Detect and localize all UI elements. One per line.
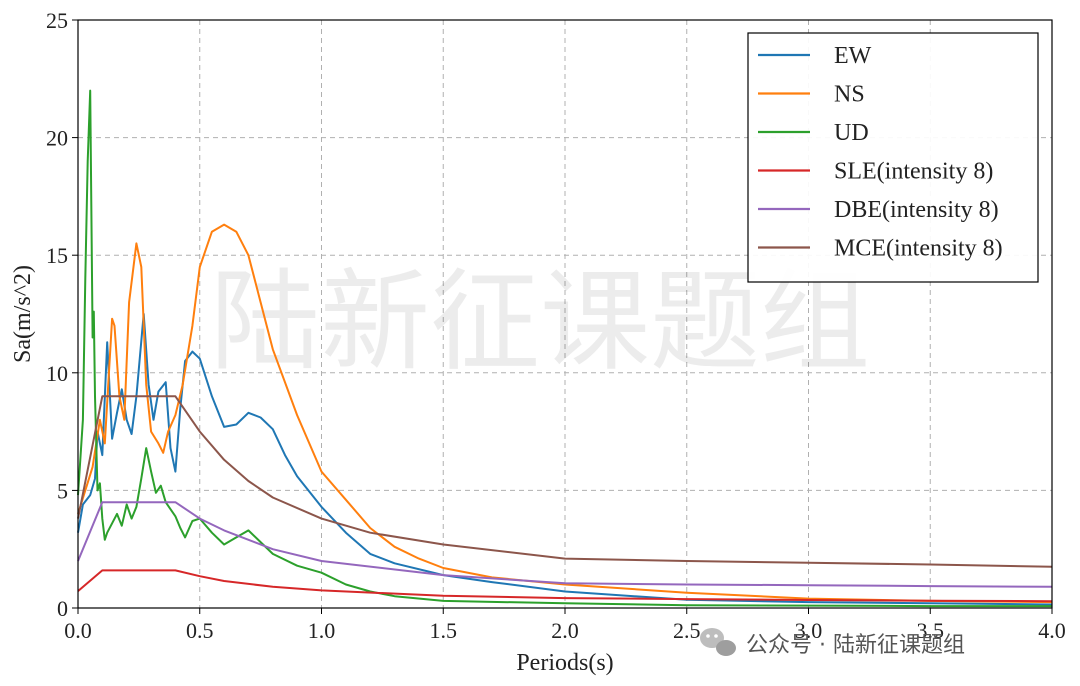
- series-lines: [77, 89, 1053, 608]
- y-axis: 0 5 10 15 20 25: [46, 8, 78, 621]
- series-line: [77, 395, 1053, 568]
- x-tick-label: 0.0: [64, 618, 92, 643]
- x-tick-label: 3.0: [795, 618, 823, 643]
- x-tick-label: 2.5: [673, 618, 701, 643]
- x-axis-label: Periods(s): [516, 650, 613, 676]
- series-line: [77, 223, 1053, 604]
- y-tick-label: 5: [57, 478, 68, 503]
- series-line: [77, 313, 1053, 606]
- x-tick-label: 2.0: [551, 618, 579, 643]
- y-axis-label: Sa(m/s^2): [10, 265, 36, 363]
- brand-text: 公众号 · 陆新征课题组: [746, 633, 965, 658]
- legend-entry: DBE(intensity 8): [834, 197, 999, 223]
- wechat-icon: [700, 628, 736, 656]
- legend-entry: UD: [834, 120, 869, 146]
- x-tick-label: 4.0: [1038, 618, 1066, 643]
- x-tick-label: 3.5: [917, 618, 945, 643]
- legend-entry: SLE(intensity 8): [834, 159, 993, 185]
- x-tick-label: 1.5: [430, 618, 458, 643]
- x-axis: 0.0 0.5 1.0 1.5 2.0 2.5 3.0 3.5 4.0: [64, 608, 1066, 643]
- series-line: [77, 501, 1053, 588]
- y-tick-label: 15: [46, 243, 68, 268]
- legend: EW NS UD SLE(intensity 8) DBE(intensity 8) MC…: [747, 32, 1039, 283]
- y-tick-label: 0: [57, 596, 68, 621]
- y-tick-label: 20: [46, 126, 68, 151]
- y-tick-label: 25: [46, 8, 68, 33]
- legend-box: [747, 32, 1039, 283]
- brand-badge: 公众号 · 陆新征课题组: [700, 628, 965, 658]
- y-tick-label: 10: [46, 361, 68, 386]
- legend-entry: NS: [834, 82, 865, 108]
- legend-entry: EW: [834, 43, 872, 69]
- x-tick-label: 1.0: [308, 618, 336, 643]
- x-tick-label: 0.5: [186, 618, 214, 643]
- series-line: [77, 569, 1053, 603]
- series-line: [77, 89, 1052, 608]
- legend-entry: MCE(intensity 8): [834, 236, 1003, 262]
